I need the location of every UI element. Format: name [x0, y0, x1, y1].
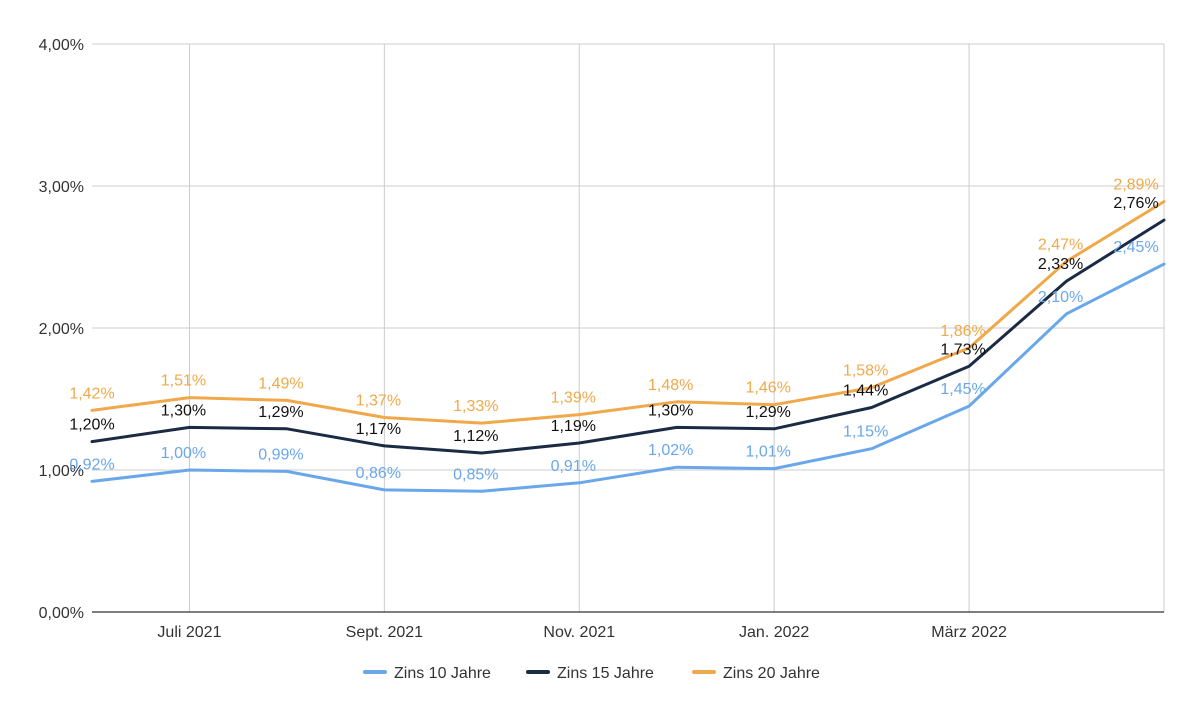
data-label: 1,42% — [69, 385, 114, 402]
data-label: 0,99% — [258, 446, 303, 463]
series-line-3 — [90, 200, 1166, 425]
data-label: 2,76% — [1113, 195, 1158, 212]
data-label: 1,39% — [551, 390, 596, 407]
data-label: 1,19% — [551, 418, 596, 435]
data-label: 2,10% — [1038, 289, 1083, 306]
data-label: 1,46% — [745, 380, 790, 397]
data-label: 0,91% — [551, 458, 596, 475]
data-label: 1,01% — [745, 444, 790, 461]
data-label: 1,45% — [940, 381, 985, 398]
data-label: 0,92% — [69, 456, 114, 473]
legend: Zins 10 Jahre Zins 15 Jahre Zins 20 Jahre — [363, 665, 820, 682]
data-label: 1,48% — [648, 377, 693, 394]
series-line-2 — [90, 218, 1166, 455]
x-axis-tick-labels: Juli 2021 Sept. 2021 Nov. 2021 Jan. 2022 Mär… — [157, 624, 1007, 641]
series-line-1 — [90, 262, 1166, 493]
y-tick-label: 4,00% — [39, 37, 84, 54]
data-label: 1,86% — [940, 323, 985, 340]
legend-label: Zins 20 Jahre — [723, 665, 820, 682]
data-label: 1,30% — [161, 402, 206, 419]
data-label: 0,86% — [356, 465, 401, 482]
y-axis-tick-labels: 0,00% 1,00% 2,00% 3,00% 4,00% — [39, 37, 84, 622]
legend-label: Zins 10 Jahre — [394, 665, 491, 682]
x-tick-label: Nov. 2021 — [543, 624, 615, 641]
x-tick-label: Sept. 2021 — [346, 624, 424, 641]
data-label: 1,17% — [356, 421, 401, 438]
y-tick-label: 2,00% — [39, 321, 84, 338]
data-label: 1,58% — [843, 363, 888, 380]
data-label: 1,30% — [648, 402, 693, 419]
data-label: 1,29% — [258, 404, 303, 421]
data-label: 2,33% — [1038, 256, 1083, 273]
data-label: 1,20% — [69, 417, 114, 434]
y-tick-label: 0,00% — [39, 605, 84, 622]
data-label: 2,47% — [1038, 236, 1083, 253]
data-label: 1,33% — [453, 398, 498, 415]
x-tick-label: März 2022 — [931, 624, 1007, 641]
y-tick-label: 3,00% — [39, 179, 84, 196]
data-label: 1,51% — [161, 373, 206, 390]
data-label: 1,29% — [745, 404, 790, 421]
series-lines — [90, 200, 1166, 493]
x-tick-label: Jan. 2022 — [739, 624, 809, 641]
data-label: 1,02% — [648, 442, 693, 459]
data-label: 1,00% — [161, 445, 206, 462]
horizontal-gridlines — [92, 43, 1164, 613]
data-label: 1,12% — [453, 428, 498, 445]
data-label: 1,73% — [940, 341, 985, 358]
data-label: 2,45% — [1113, 239, 1158, 256]
data-label: 1,15% — [843, 424, 888, 441]
data-label: 1,44% — [843, 383, 888, 400]
y-tick-label: 1,00% — [39, 463, 84, 480]
legend-label: Zins 15 Jahre — [557, 665, 654, 682]
x-tick-label: Juli 2021 — [157, 624, 221, 641]
data-label: 1,37% — [356, 392, 401, 409]
data-labels: 0,92% 1,00% 0,99% 0,86% 0,85% 0,91% 1,02% 1,01%… — [69, 177, 1158, 484]
data-label: 2,89% — [1113, 177, 1158, 194]
data-label: 0,85% — [453, 466, 498, 483]
data-label: 1,49% — [258, 375, 303, 392]
